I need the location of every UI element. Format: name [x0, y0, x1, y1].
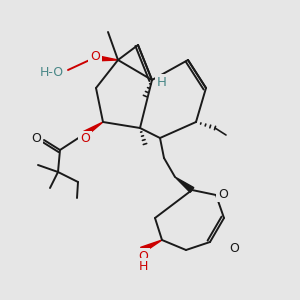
Text: O: O — [229, 242, 239, 254]
Polygon shape — [81, 122, 103, 137]
Text: H: H — [138, 260, 148, 272]
Text: H: H — [157, 76, 167, 88]
Text: H-O: H-O — [40, 65, 64, 79]
Polygon shape — [175, 177, 194, 192]
Text: O: O — [31, 133, 41, 146]
Polygon shape — [141, 240, 162, 253]
Polygon shape — [94, 55, 118, 61]
Text: O: O — [218, 188, 228, 200]
Text: O: O — [90, 50, 100, 62]
Text: O: O — [138, 250, 148, 262]
Text: O: O — [80, 133, 90, 146]
